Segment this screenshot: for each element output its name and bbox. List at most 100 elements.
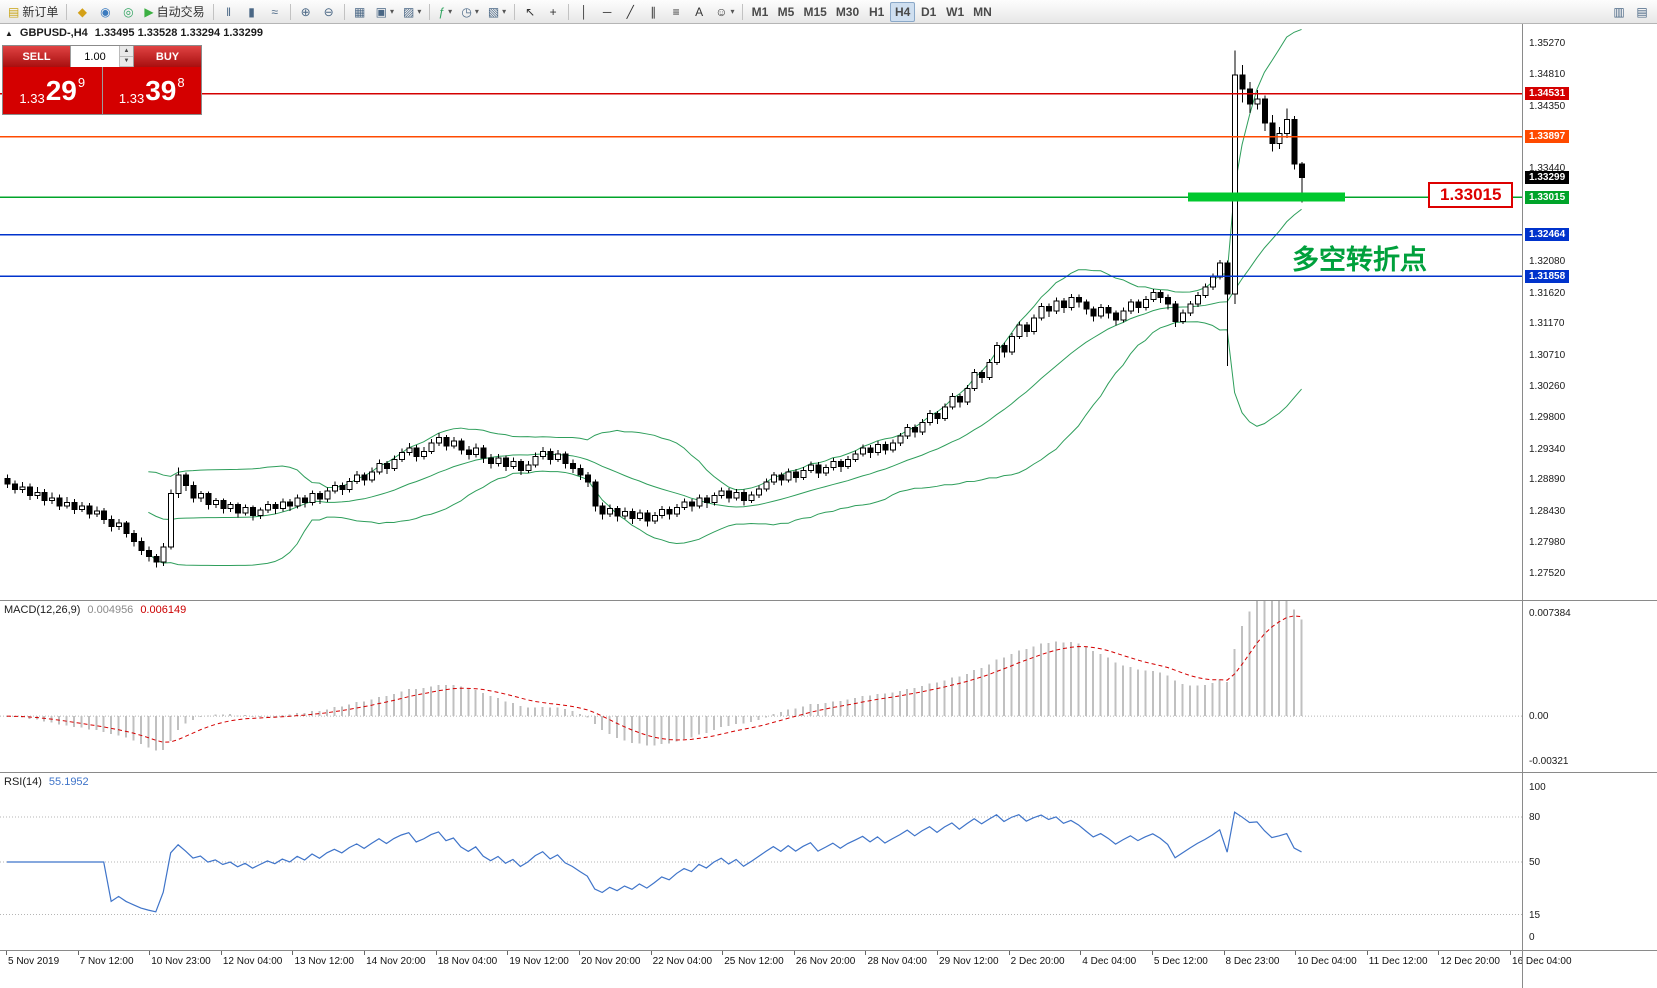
vertical-line-icon: │ bbox=[580, 4, 588, 19]
arrows-dropdown[interactable]: ☺ ▾ bbox=[711, 2, 738, 22]
cursor-tool[interactable]: ↖ bbox=[519, 2, 541, 22]
chart-symbol-label: GBPUSD-,H4 bbox=[19, 27, 88, 39]
trendline-icon: ╱ bbox=[626, 4, 634, 19]
timeframe-mn-button[interactable]: MN bbox=[969, 2, 996, 22]
templates-icon: ▧ bbox=[487, 4, 500, 19]
mql5-community-icon[interactable]: ◎ bbox=[117, 2, 139, 22]
buy-button[interactable]: BUY bbox=[134, 46, 201, 67]
toolbar-separator bbox=[289, 3, 291, 20]
auto-scroll-icon[interactable]: ▤ bbox=[1631, 2, 1653, 22]
new-order-icon: ▤ bbox=[8, 4, 20, 19]
sell-price-pipette: 9 bbox=[77, 75, 86, 90]
time-tick-mark bbox=[1438, 951, 1440, 955]
bar-chart-type-icon[interactable]: ‖ bbox=[218, 2, 240, 22]
price-tick-label: 1.32080 bbox=[1529, 256, 1566, 268]
timeframe-m1-button[interactable]: M1 bbox=[747, 2, 772, 22]
price-tick-label: 1.28430 bbox=[1529, 505, 1566, 517]
timeframe-h1-button[interactable]: H1 bbox=[864, 2, 889, 22]
time-axis-label: 26 Nov 20:00 bbox=[795, 956, 856, 967]
time-axis-label: 12 Nov 04:00 bbox=[222, 956, 283, 967]
time-tick-mark bbox=[364, 951, 366, 955]
crosshair-tool[interactable]: + bbox=[542, 2, 564, 22]
timeframe-w1-button-label: W1 bbox=[946, 4, 965, 19]
timeframe-h4-button[interactable]: H4 bbox=[890, 1, 916, 22]
chart-shift-icon-icon: ▥ bbox=[1613, 4, 1625, 19]
price-axis[interactable]: 1.35270 1.34810 1.34350 1.33440 1.32080 1.316… bbox=[1522, 24, 1657, 600]
rsi-plot[interactable] bbox=[0, 773, 1522, 951]
chart-annotation-text[interactable]: 多空转折点 bbox=[1292, 245, 1427, 275]
timeframe-m15-button[interactable]: M15 bbox=[799, 2, 830, 22]
sell-price-display[interactable]: 1.33 29 9 bbox=[3, 67, 102, 114]
timeframe-d1-button[interactable]: D1 bbox=[916, 2, 941, 22]
candlestick-chart-type-icon[interactable]: ▮ bbox=[241, 2, 263, 22]
autotrading-button[interactable]: ▶ 自动交易 bbox=[140, 2, 208, 22]
time-tick-mark bbox=[149, 951, 151, 955]
arrows-icon: ☺ bbox=[715, 4, 728, 19]
time-axis-label: 13 Nov 12:00 bbox=[294, 956, 354, 967]
fibonacci-tool[interactable]: ≡ bbox=[665, 2, 687, 22]
rsi-label: RSI(14) 55.1952 bbox=[4, 776, 89, 788]
time-tick-mark bbox=[435, 951, 437, 955]
indicators-icon: ƒ bbox=[438, 4, 446, 19]
buy-price-pipette: 8 bbox=[177, 75, 185, 90]
candles-layer bbox=[4, 50, 1306, 568]
macd-axis[interactable]: 0.007384 0.00 -0.00321 bbox=[1522, 601, 1657, 773]
profiles-dropdown[interactable]: ▨ ▾ bbox=[399, 2, 425, 22]
autotrading-button-label: 自动交易 bbox=[156, 5, 205, 19]
line-chart-type-icon[interactable]: ≈ bbox=[264, 2, 286, 22]
fibonacci-icon: ≡ bbox=[672, 4, 680, 19]
chart-shift-icon[interactable]: ▥ bbox=[1608, 2, 1630, 22]
zoom-in-icon[interactable]: ⊕ bbox=[295, 2, 317, 22]
text-tool[interactable]: A bbox=[688, 2, 710, 22]
channel-tool[interactable]: ∥ bbox=[642, 2, 664, 22]
timeframe-mn-button-label: MN bbox=[973, 4, 992, 19]
timeframe-w1-button[interactable]: W1 bbox=[942, 2, 968, 22]
new-chart-icon: ▣ bbox=[375, 4, 387, 19]
horizontal-line-tool[interactable]: ─ bbox=[596, 2, 618, 22]
tile-windows-icon[interactable]: ▦ bbox=[349, 2, 371, 22]
price-level-callout[interactable]: 1.33015 bbox=[1428, 182, 1514, 208]
buy-price-display[interactable]: 1.33 39 8 bbox=[102, 67, 201, 114]
new-order-button[interactable]: ▤ 新订单 bbox=[4, 2, 62, 22]
symbol-collapse-icon[interactable]: ▲ bbox=[5, 28, 13, 38]
time-tick-mark bbox=[865, 951, 867, 955]
time-tick-mark bbox=[793, 951, 795, 955]
time-axis[interactable]: 5 Nov 2019 7 Nov 12:00 10 Nov 23:00 12 Nov … bbox=[0, 950, 1657, 988]
templates-dropdown[interactable]: ▧ ▾ bbox=[484, 2, 510, 22]
lot-size-input[interactable] bbox=[71, 46, 119, 67]
periods-dropdown[interactable]: ◷ ▾ bbox=[457, 2, 483, 22]
price-tick-label: 15 bbox=[1529, 909, 1541, 921]
new-chart-dropdown[interactable]: ▣ ▾ bbox=[372, 2, 398, 22]
time-tick-mark bbox=[1008, 951, 1010, 955]
signals-icon[interactable]: ◉ bbox=[94, 2, 116, 22]
toolbar-separator bbox=[212, 3, 214, 20]
lot-decrease-button[interactable]: ▼ bbox=[120, 56, 133, 67]
toolbar-separator bbox=[568, 3, 570, 20]
macd-main-value: 0.004956 bbox=[87, 604, 134, 616]
price-tick-label: 1.29800 bbox=[1529, 412, 1566, 424]
level-lines bbox=[0, 92, 1522, 278]
timeframe-m30-button-label: M30 bbox=[835, 4, 860, 19]
timeframe-m5-button-label: M5 bbox=[777, 4, 795, 19]
lot-spinner: ▲ ▼ bbox=[119, 46, 133, 67]
chevron-down-icon: ▾ bbox=[417, 7, 422, 16]
indicators-dropdown[interactable]: ƒ ▾ bbox=[434, 2, 456, 22]
market-icon[interactable]: ◆ bbox=[71, 2, 93, 22]
time-tick-mark bbox=[937, 951, 939, 955]
mql5-community-icon-icon: ◎ bbox=[123, 4, 134, 19]
rsi-axis[interactable]: 100 80 50 15 0 bbox=[1522, 773, 1657, 951]
lot-increase-button[interactable]: ▲ bbox=[120, 46, 133, 57]
autotrading-icon: ▶ bbox=[144, 4, 154, 19]
bar-chart-type-icon-icon: ‖ bbox=[226, 4, 232, 19]
trendline-tool[interactable]: ╱ bbox=[619, 2, 641, 22]
zoom-out-icon[interactable]: ⊖ bbox=[318, 2, 340, 22]
macd-plot[interactable] bbox=[0, 601, 1522, 773]
price-chart-plot[interactable] bbox=[0, 24, 1522, 600]
time-tick-mark bbox=[1366, 951, 1368, 955]
time-axis-label: 5 Nov 2019 bbox=[8, 956, 60, 967]
vertical-line-tool[interactable]: │ bbox=[573, 2, 595, 22]
price-tick-label: 1.31170 bbox=[1529, 318, 1565, 330]
sell-button[interactable]: SELL bbox=[3, 46, 70, 67]
timeframe-m30-button[interactable]: M30 bbox=[832, 2, 863, 22]
timeframe-m5-button[interactable]: M5 bbox=[773, 2, 798, 22]
